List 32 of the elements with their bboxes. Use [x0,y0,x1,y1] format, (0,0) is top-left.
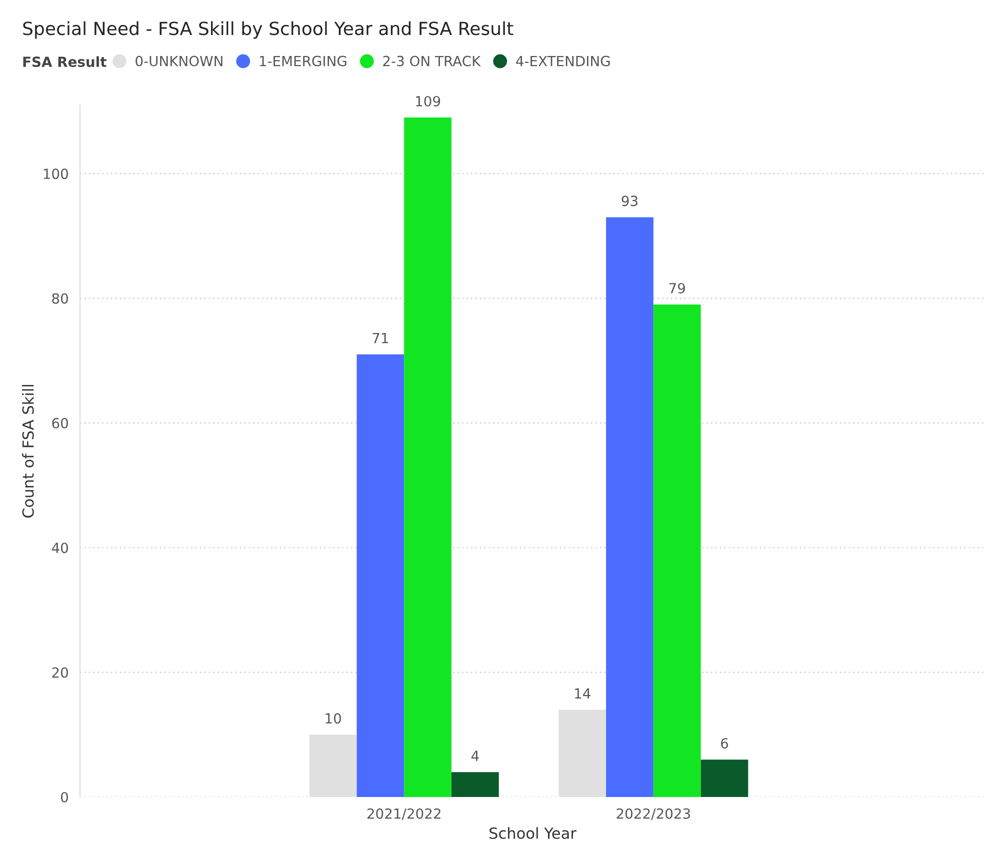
y-axis-title: Count of FSA Skill [22,384,34,518]
y-tick-label: 60 [52,418,68,428]
bar [356,354,404,797]
data-label: 10 [326,713,341,724]
chart-title: Special Need - FSA Skill by School Year and FSA Result [23,21,514,39]
legend-label: 1-EMERGING [260,56,346,66]
bar [558,710,606,797]
data-label: 14 [575,688,590,698]
bar [404,117,452,797]
x-tick-label: 2022/2023 [616,808,690,820]
bar [606,217,654,797]
x-tick-label: 2021/2022 [367,808,440,820]
y-tick-label: 20 [52,667,68,678]
data-label: 109 [416,96,440,106]
data-label: 6 [721,738,728,749]
legend-label: 2-3 ON TRACK [383,56,481,66]
bar [451,772,499,797]
legend-label: 4-EXTENDING [516,56,610,66]
legend-label: 0-UNKNOWN [136,56,222,66]
bar [309,734,357,797]
legend-title: FSA Result [23,56,106,68]
bar [653,304,701,797]
bar [700,760,748,797]
data-label: 4 [471,750,479,761]
y-tick-label: 80 [52,293,68,304]
data-label: 79 [669,282,685,294]
x-axis-title: School Year [490,827,576,839]
y-tick-label: 40 [52,542,68,554]
y-tick-label: 100 [44,168,68,180]
data-label: 71 [372,333,388,344]
y-tick-label: 0 [60,792,68,802]
data-label: 93 [622,196,638,206]
